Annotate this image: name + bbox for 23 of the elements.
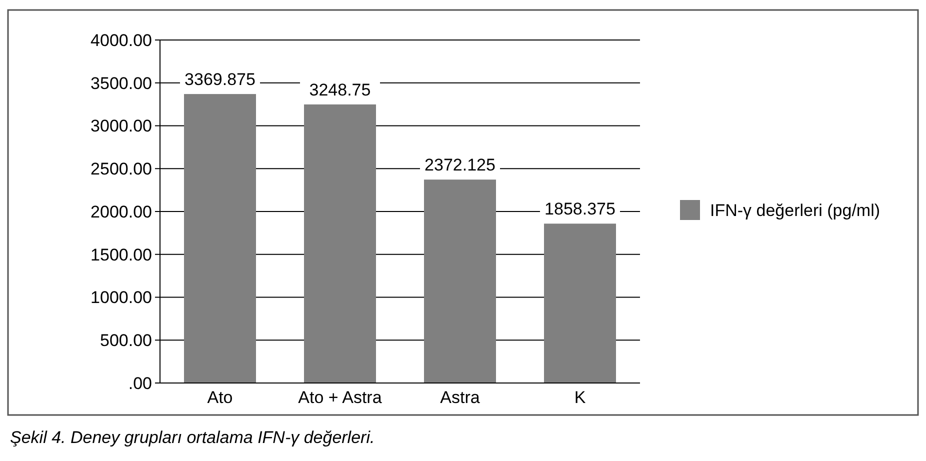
data-label: 3369.875 [184, 70, 256, 90]
x-tick-label: Astra [440, 388, 480, 407]
bar [184, 94, 256, 383]
y-tick-label: 4000.00 [90, 30, 152, 50]
y-tick-label: 3000.00 [90, 116, 152, 136]
y-tick-label: 500.00 [100, 331, 152, 350]
bar [424, 180, 496, 383]
x-tick-label: K [574, 388, 586, 407]
data-label: 2372.125 [424, 156, 496, 175]
y-tick-label: 3500.00 [90, 74, 152, 93]
y-tick-label: 1500.00 [90, 245, 152, 264]
legend-label: IFN-γ değerleri (pg/ml) [710, 200, 880, 220]
data-label: 3248.75 [309, 80, 371, 100]
data-label: 1858.375 [544, 200, 616, 219]
text: Şekil 4. Deney grupları ortalama IFN-γ değerleri. [10, 428, 375, 447]
y-tick-label: .00 [128, 374, 152, 393]
bar [544, 224, 616, 383]
x-tick-label: Ato + Astra [298, 388, 382, 407]
y-tick-label: 1000.00 [90, 288, 152, 308]
bar [304, 104, 376, 383]
x-tick-label: Ato [207, 388, 233, 407]
y-tick-label: 2500.00 [90, 160, 152, 179]
y-tick-label: 2000.00 [90, 202, 152, 222]
